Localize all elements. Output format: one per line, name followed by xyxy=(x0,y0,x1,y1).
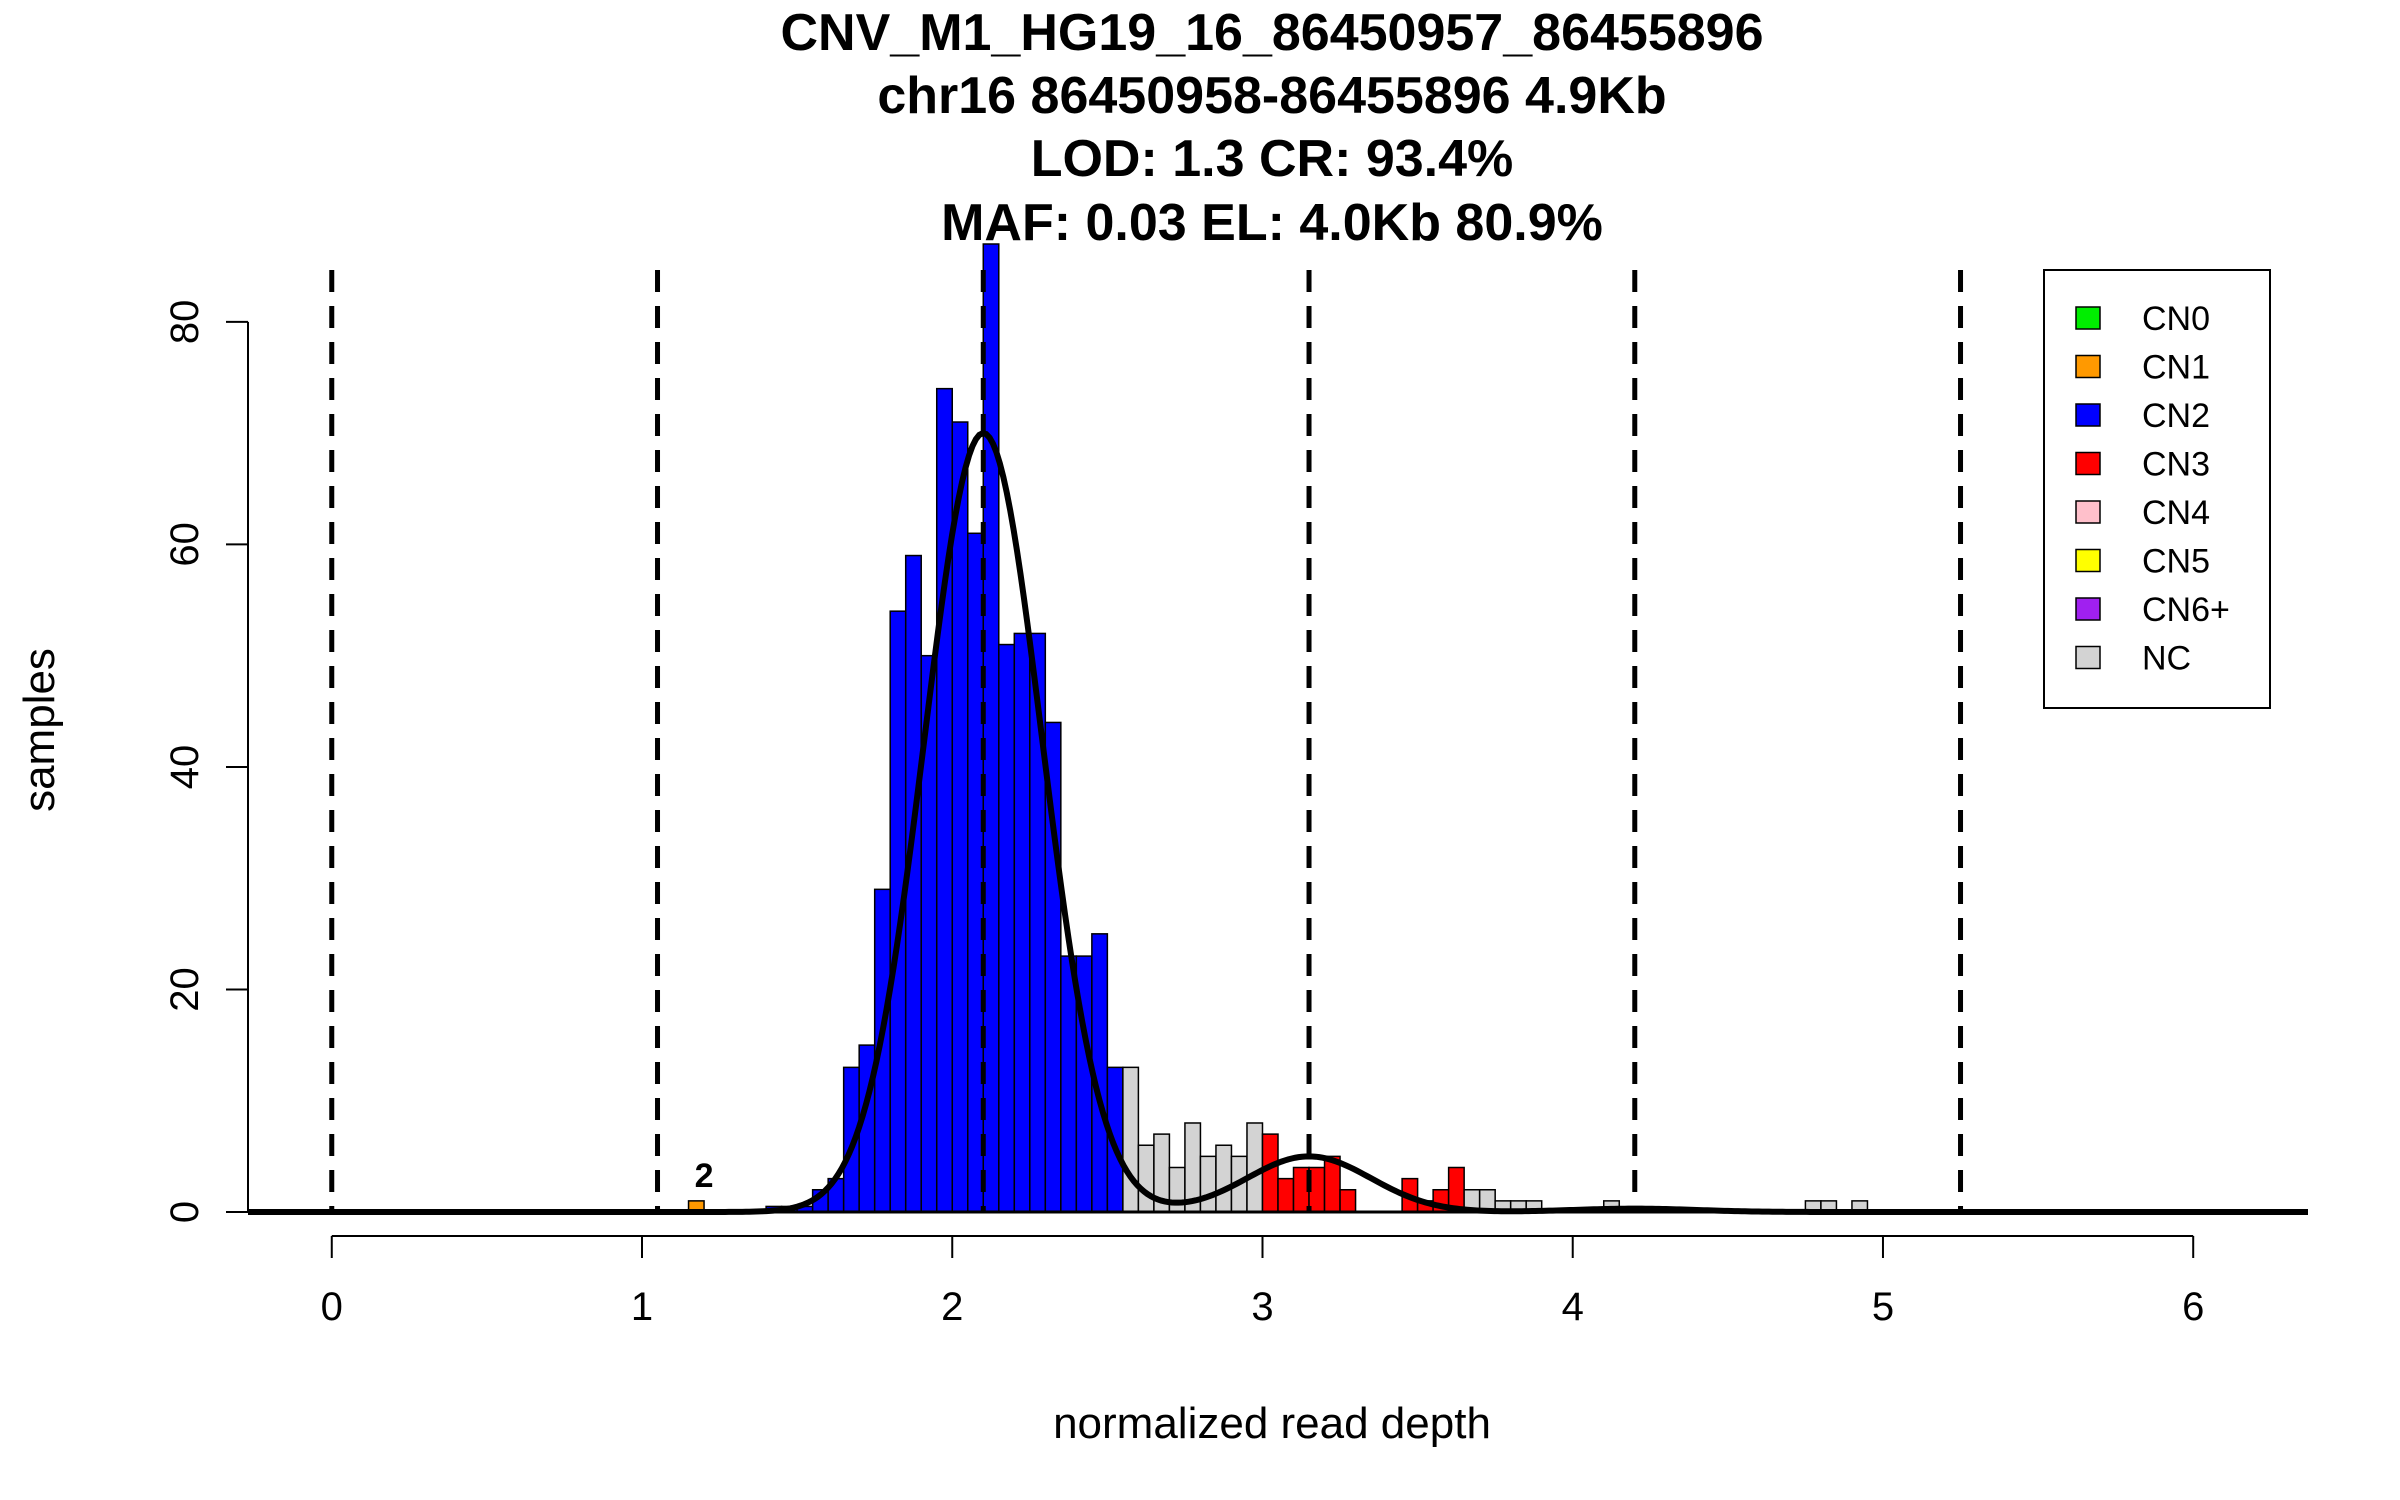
title-line-4: MAF: 0.03 EL: 4.0Kb 80.9% xyxy=(941,194,1603,252)
legend-swatch xyxy=(2075,500,2101,524)
legend-swatch xyxy=(2075,645,2101,670)
annotations: 2 xyxy=(695,1157,714,1195)
legend-label: CN3 xyxy=(2142,446,2210,484)
histogram-bar xyxy=(1339,1188,1357,1213)
legend-items: CN0 CN1 CN2 CN3 CN4 CN5 CN6+ NC xyxy=(2075,300,2230,678)
copy-number-boundaries xyxy=(329,270,1964,1212)
chart-title: CNV_M1_HG19_16_86450957_86455896 chr16 8… xyxy=(780,4,1763,252)
legend-label: CN0 xyxy=(2142,300,2210,338)
y-axis: 0 20 40 60 80 xyxy=(163,300,249,1223)
legend-label: CN1 xyxy=(2142,349,2210,387)
legend-label: CN6+ xyxy=(2142,591,2230,629)
legend-swatch xyxy=(2075,403,2101,427)
legend-label: NC xyxy=(2142,640,2191,678)
histogram-bar xyxy=(1261,1133,1279,1213)
histogram-bar xyxy=(951,421,969,1213)
legend-label: CN5 xyxy=(2142,543,2210,581)
legend: CN0 CN1 CN2 CN3 CN4 CN5 CN6+ NC xyxy=(2043,269,2271,709)
bar-annotation: 2 xyxy=(695,1157,714,1195)
legend-swatch xyxy=(2075,306,2101,330)
histogram-bars xyxy=(687,243,1869,1213)
histogram-bar xyxy=(1137,1144,1155,1213)
x-axis: 0 1 2 3 4 5 6 xyxy=(248,1210,2308,1329)
histogram-bar xyxy=(1246,1122,1264,1213)
x-axis-label: normalized read depth xyxy=(1053,1399,1491,1448)
mixture-fit-curve xyxy=(248,429,2308,1215)
legend-swatch xyxy=(2075,597,2101,621)
legend-swatch xyxy=(2075,354,2101,379)
y-axis-label: samples xyxy=(15,648,64,812)
histogram-bar xyxy=(935,387,953,1213)
legend-label: CN4 xyxy=(2142,494,2210,532)
x-tick-label: 4 xyxy=(1562,1285,1584,1329)
histogram-bar xyxy=(1215,1144,1233,1213)
legend-label: CN2 xyxy=(2142,397,2210,435)
title-line-3: LOD: 1.3 CR: 93.4% xyxy=(1031,130,1514,188)
x-tick-label: 3 xyxy=(1251,1285,1273,1329)
y-tick-label: 20 xyxy=(163,967,207,1012)
y-tick-label: 80 xyxy=(163,300,207,345)
y-tick-label: 60 xyxy=(163,522,207,567)
y-tick-label: 40 xyxy=(163,745,207,790)
y-tick-label: 0 xyxy=(163,1201,207,1223)
x-tick-label: 5 xyxy=(1872,1285,1894,1329)
histogram-bar xyxy=(998,643,1016,1213)
title-line-1: CNV_M1_HG19_16_86450957_86455896 xyxy=(780,4,1763,62)
histogram-bar xyxy=(1122,1066,1140,1213)
histogram-bar xyxy=(1013,632,1031,1213)
legend-swatch xyxy=(2075,548,2101,573)
histogram-bar xyxy=(1060,955,1078,1213)
histogram-bar xyxy=(1277,1177,1295,1213)
x-tick-label: 1 xyxy=(631,1285,653,1329)
title-line-2: chr16 86450958-86455896 4.9Kb xyxy=(877,67,1666,125)
histogram-bar xyxy=(1199,1155,1217,1213)
x-tick-label: 0 xyxy=(321,1285,343,1329)
legend-swatch xyxy=(2075,451,2101,476)
x-tick-label: 6 xyxy=(2182,1285,2204,1329)
x-tick-label: 2 xyxy=(941,1285,963,1329)
legend-box xyxy=(2043,269,2271,709)
